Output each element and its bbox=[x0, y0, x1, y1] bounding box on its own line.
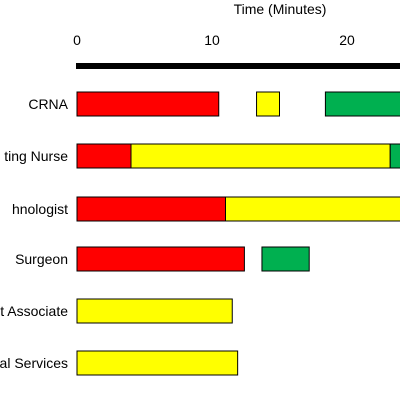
bar-segment-green bbox=[324, 91, 400, 117]
bar-segment-red bbox=[76, 246, 245, 272]
x-axis-title: Time (Minutes) bbox=[234, 1, 327, 17]
bar-segment-yellow bbox=[130, 143, 391, 169]
category-labels: CRNA ting Nurse hnologist Surgeon t Associat… bbox=[0, 96, 69, 371]
x-tick-label: 10 bbox=[204, 32, 220, 48]
category-label: hnologist bbox=[12, 201, 68, 217]
bar-segment-red bbox=[76, 143, 132, 169]
x-axis-ticks: 0 10 20 bbox=[73, 32, 355, 48]
category-label: CRNA bbox=[28, 96, 68, 112]
bars bbox=[76, 91, 400, 376]
bar-segment-green bbox=[389, 143, 400, 169]
bar-segment-green bbox=[261, 246, 310, 272]
category-label: ting Nurse bbox=[4, 148, 68, 164]
category-label: t Associate bbox=[0, 303, 68, 319]
bar-segment-red bbox=[76, 196, 226, 222]
x-tick-label: 20 bbox=[339, 32, 355, 48]
bar-segment-yellow bbox=[225, 196, 400, 222]
bar-segment-yellow bbox=[76, 298, 233, 324]
bar-segment-red bbox=[76, 91, 220, 117]
bar-segment-yellow bbox=[76, 350, 239, 376]
x-tick-label: 0 bbox=[73, 32, 81, 48]
category-label: al Services bbox=[0, 355, 68, 371]
bar-segment-yellow bbox=[256, 91, 280, 117]
category-label: Surgeon bbox=[15, 251, 68, 267]
